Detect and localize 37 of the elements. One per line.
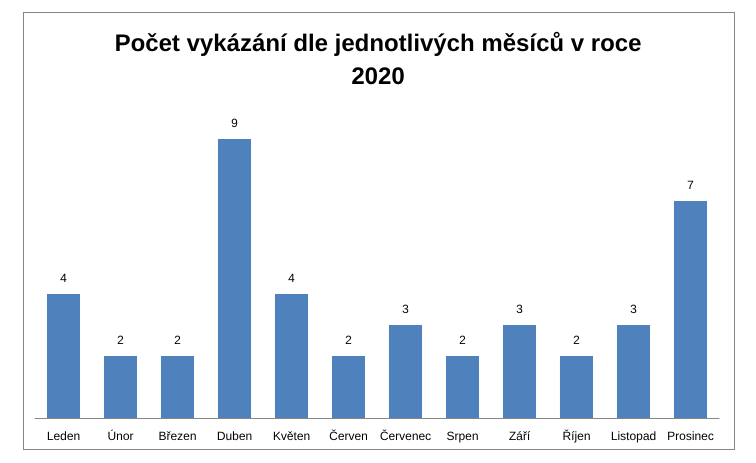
data-label: 2	[459, 333, 466, 347]
data-label: 9	[231, 116, 238, 130]
bar	[104, 356, 138, 418]
data-label: 4	[288, 271, 296, 285]
data-label: 4	[60, 271, 68, 285]
bar	[388, 325, 422, 418]
chart-title: Počet vykázání dle jednotlivých měsíců v roce 2020	[114, 30, 642, 90]
x-tick-label: Prosinec	[667, 429, 714, 443]
x-tick-label: Červen	[329, 429, 368, 443]
data-label: 2	[117, 333, 124, 347]
x-tick-label: Leden	[46, 429, 80, 443]
bar	[46, 294, 80, 418]
bar	[616, 325, 650, 418]
data-label: 3	[402, 302, 410, 316]
bar	[218, 139, 252, 418]
x-tick-label: Říjen	[562, 429, 591, 443]
bar	[332, 356, 366, 418]
x-tick-label: Červenec	[380, 429, 432, 443]
data-label: 7	[687, 178, 694, 192]
data-label: 2	[174, 333, 182, 347]
bar	[160, 356, 194, 418]
x-tick-label: Květen	[272, 429, 310, 443]
x-tick-label: Březen	[158, 429, 197, 443]
x-tick-label: Září	[508, 429, 531, 443]
data-label: 2	[573, 333, 580, 347]
bar	[446, 356, 480, 418]
bar	[674, 201, 708, 418]
x-tick-label: Srpen	[446, 429, 479, 443]
bar	[560, 356, 594, 418]
data-label: 3	[516, 302, 524, 316]
bar	[502, 325, 536, 418]
bar	[274, 294, 308, 418]
x-tick-label: Duben	[216, 429, 252, 443]
x-tick-label: Listopad	[610, 429, 656, 443]
data-label: 3	[630, 302, 638, 316]
x-tick-label: Únor	[107, 429, 134, 443]
data-label: 2	[345, 333, 352, 347]
